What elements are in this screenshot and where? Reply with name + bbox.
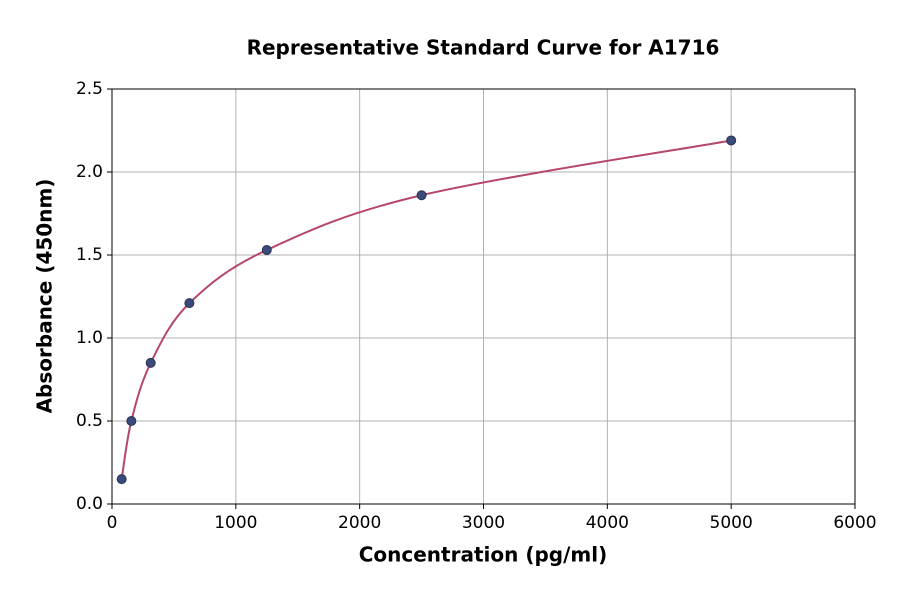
x-tick-label: 6000 — [833, 513, 876, 533]
plot-frame — [111, 88, 856, 505]
data-point — [261, 245, 272, 256]
data-point — [416, 190, 427, 201]
x-axis-label: Concentration (pg/ml) — [359, 543, 608, 567]
x-tick-label: 0 — [107, 513, 118, 533]
y-tick-label: 2.0 — [76, 162, 103, 182]
data-point — [726, 135, 737, 146]
chart-title: Representative Standard Curve for A1716 — [247, 36, 720, 60]
y-tick-label: 1.5 — [76, 245, 103, 265]
x-tick-label: 3000 — [462, 513, 505, 533]
data-point — [145, 357, 156, 368]
x-tick-label: 4000 — [586, 513, 629, 533]
data-point — [126, 416, 137, 426]
fit-curve — [120, 139, 732, 480]
x-tick-label: 1000 — [214, 513, 257, 533]
data-point — [184, 298, 195, 309]
y-tick-label: 0.0 — [76, 494, 103, 514]
y-tick-label: 0.5 — [76, 411, 103, 431]
data-point — [116, 474, 127, 485]
y-tick-label: 2.5 — [76, 79, 103, 99]
y-axis-label: Absorbance (450nm) — [33, 179, 57, 414]
x-tick-label: 2000 — [338, 513, 381, 533]
y-tick-label: 1.0 — [76, 328, 103, 348]
x-tick-label: 5000 — [710, 513, 753, 533]
